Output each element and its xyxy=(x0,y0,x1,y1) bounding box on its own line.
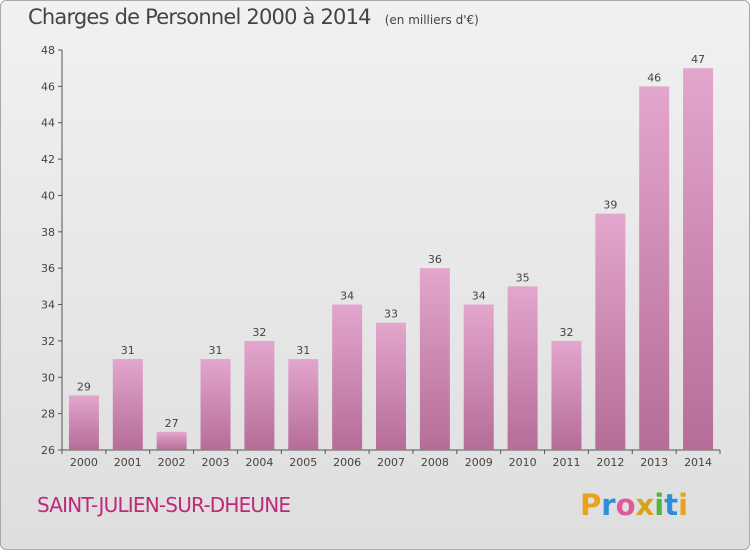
bar-2010 xyxy=(507,286,538,450)
x-tick-label: 2010 xyxy=(509,456,537,469)
x-tick-label: 2011 xyxy=(552,456,580,469)
bar-value-label: 35 xyxy=(516,271,530,284)
bar-value-label: 46 xyxy=(647,71,661,84)
y-tick-label: 48 xyxy=(41,44,55,57)
bar-2006 xyxy=(332,304,363,450)
x-tick-label: 2013 xyxy=(640,456,668,469)
bar-value-label: 39 xyxy=(603,199,617,212)
bar-2012 xyxy=(595,213,626,450)
chart-title-block: Charges de Personnel 2000 à 2014 (en mill… xyxy=(28,5,479,29)
x-tick-label: 2003 xyxy=(202,456,230,469)
y-tick-label: 28 xyxy=(41,408,55,421)
bar-2014 xyxy=(683,68,714,450)
y-tick-label: 40 xyxy=(41,189,55,202)
chart-title: Charges de Personnel 2000 à 2014 xyxy=(28,5,372,29)
logo-letter: r xyxy=(601,488,616,522)
bar-value-label: 29 xyxy=(77,380,91,393)
bar-value-label: 32 xyxy=(559,326,573,339)
x-tick-label: 2006 xyxy=(333,456,361,469)
y-tick-label: 36 xyxy=(41,262,55,275)
x-tick-label: 2001 xyxy=(114,456,142,469)
logo-letter: o xyxy=(615,488,636,522)
x-tick-label: 2007 xyxy=(377,456,405,469)
bar-2001 xyxy=(112,359,143,450)
logo-letter: x xyxy=(635,488,655,522)
y-tick-label: 44 xyxy=(41,117,55,130)
proxiti-logo: Proxiti xyxy=(580,488,688,522)
bar-2007 xyxy=(376,322,406,450)
x-tick-label: 2009 xyxy=(465,456,493,469)
y-tick-label: 42 xyxy=(41,153,55,166)
commune-name: SAINT-JULIEN-SUR-DHEUNE xyxy=(37,493,291,517)
bar-value-label: 27 xyxy=(165,417,179,430)
bar-2009 xyxy=(463,304,494,450)
bar-value-label: 47 xyxy=(691,53,705,66)
logo-letter: i xyxy=(654,488,665,522)
bar-value-label: 32 xyxy=(252,326,266,339)
logo-letter: t xyxy=(664,488,679,522)
logo-letter: P xyxy=(580,488,602,522)
bar-value-label: 34 xyxy=(340,290,354,303)
bar-value-label: 31 xyxy=(121,344,135,357)
y-tick-label: 26 xyxy=(41,444,55,457)
y-tick-label: 34 xyxy=(41,299,55,312)
bar-value-label: 31 xyxy=(296,344,310,357)
x-tick-label: 2004 xyxy=(245,456,273,469)
x-tick-label: 2005 xyxy=(289,456,317,469)
bar-2005 xyxy=(288,359,319,450)
bar-value-label: 34 xyxy=(472,290,486,303)
logo-letter: i xyxy=(678,488,689,522)
bar-2004 xyxy=(244,340,275,450)
y-tick-label: 46 xyxy=(41,80,55,93)
bar-value-label: 36 xyxy=(428,253,442,266)
bar-value-label: 33 xyxy=(384,308,398,321)
x-tick-label: 2008 xyxy=(421,456,449,469)
y-tick-label: 38 xyxy=(41,226,55,239)
bar-2002 xyxy=(156,431,187,450)
x-tick-label: 2012 xyxy=(596,456,624,469)
bar-2008 xyxy=(419,268,450,450)
bar-2003 xyxy=(200,359,231,450)
x-tick-label: 2000 xyxy=(70,456,98,469)
bar-2000 xyxy=(68,395,99,450)
bar-2013 xyxy=(639,86,670,450)
y-tick-label: 30 xyxy=(41,371,55,384)
bar-2011 xyxy=(551,340,582,450)
y-tick-label: 32 xyxy=(41,335,55,348)
x-tick-label: 2014 xyxy=(684,456,712,469)
chart-unit: (en milliers d'€) xyxy=(384,13,479,27)
chart-bars: 29 31 27 31 32 31 34 33 36 34 35 32 39 46 47 xyxy=(68,53,714,450)
bar-value-label: 31 xyxy=(209,344,223,357)
x-tick-label: 2002 xyxy=(158,456,186,469)
